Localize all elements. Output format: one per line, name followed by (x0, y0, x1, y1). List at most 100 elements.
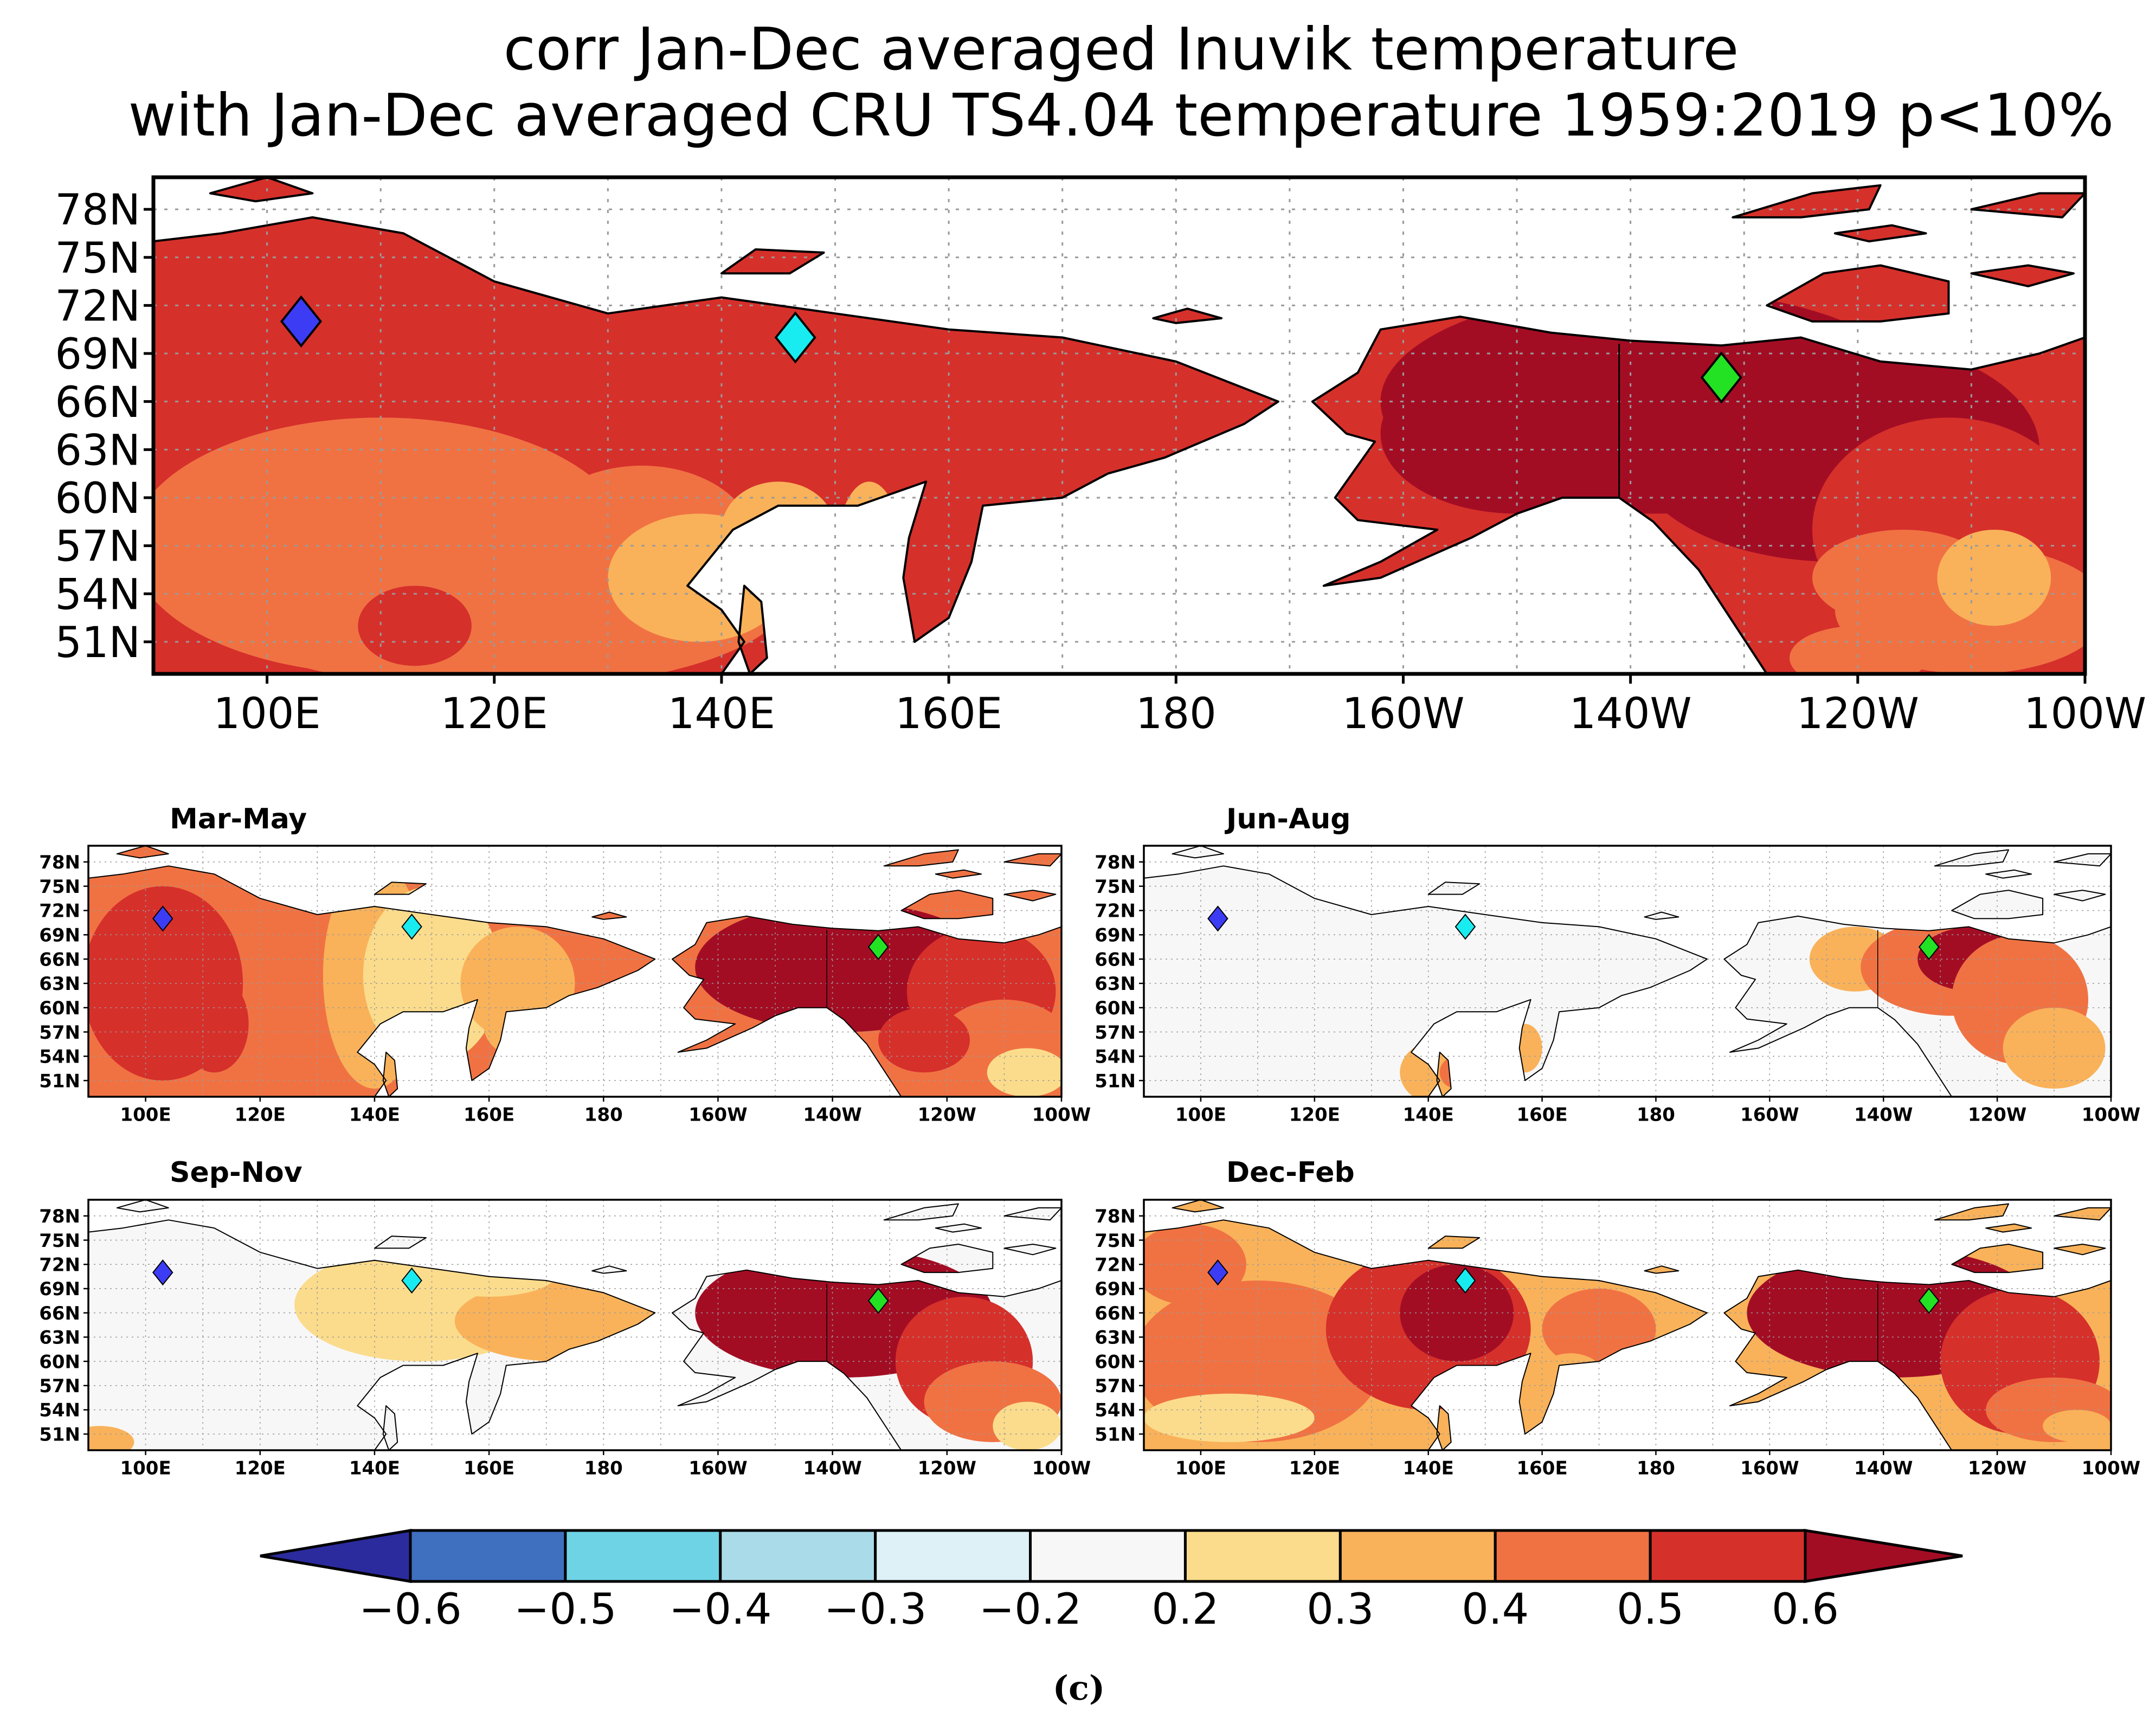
lat-tick-label: 75N (1095, 1230, 1136, 1252)
lat-tick-label: 51N (55, 619, 140, 667)
lon-tick-label: 160W (688, 1104, 747, 1126)
coastline-island (1985, 869, 2032, 879)
coastline-sakhalin (1436, 1405, 1452, 1450)
coastline-eurasia (88, 865, 656, 1097)
coastline-island (1003, 853, 1061, 867)
station-marker-cyan (1455, 914, 1476, 940)
coastline-north-america (672, 1269, 1061, 1450)
coastline-island (1172, 1200, 1224, 1213)
colorbar-tick-label: −0.5 (514, 1585, 616, 1634)
lon-tick-label: 100E (120, 1104, 171, 1126)
coastline-island (591, 911, 627, 920)
coastline-island (900, 890, 994, 919)
lat-tick-label: 69N (39, 925, 80, 947)
lon-tick-label: 100E (120, 1458, 171, 1479)
lon-tick-label: 140W (1854, 1458, 1913, 1479)
lon-tick-label: 180 (1637, 1458, 1675, 1479)
map-panel-annual: 100E 120E 140E 160E 180 160W 140W 120W 100W 78N75… (55, 175, 2146, 738)
lon-tick-label: 100W (2024, 690, 2146, 738)
coastline-island (116, 846, 169, 859)
correlation-contour (878, 1007, 970, 1073)
lat-tick-label: 63N (55, 426, 140, 475)
lat-tick-label: 72N (1095, 900, 1136, 922)
coastline-island (1951, 1244, 2044, 1273)
correlation-contour (1937, 530, 2051, 626)
coastline-island (935, 869, 982, 879)
lat-tick-label: 54N (1095, 1400, 1136, 1421)
lat-tick-label: 75N (39, 876, 80, 898)
lat-tick-label: 66N (55, 378, 140, 427)
lat-tick-label: 72N (39, 900, 80, 922)
correlation-contour (993, 1401, 1061, 1450)
lon-tick-label: 120E (1289, 1458, 1340, 1479)
lat-tick-label: 75N (55, 234, 140, 283)
station-marker-green (867, 1288, 889, 1314)
coastline-island (2054, 890, 2106, 902)
colorbar-tick-label: −0.4 (669, 1585, 771, 1634)
lon-tick-label: 120E (235, 1104, 286, 1126)
colorbar-segment (1183, 1529, 1342, 1583)
subfigure-label: (c) (1053, 1668, 1105, 1708)
panel-title-mam: Mar-May (170, 803, 307, 835)
lon-tick-label: 120W (918, 1104, 976, 1126)
lat-tick-label: 54N (1095, 1046, 1136, 1068)
coastline-island (1985, 1223, 2032, 1233)
correlation-contour (179, 975, 249, 1073)
lon-tick-label: 100E (1175, 1104, 1226, 1126)
map-frame (1143, 845, 2112, 1098)
lon-tick-label: 160E (464, 1104, 514, 1126)
coastline-island (1934, 1203, 2010, 1221)
lon-tick-label: 120W (1968, 1104, 2026, 1126)
colorbar-segment (1338, 1529, 1497, 1583)
map-frame (87, 845, 1063, 1098)
colorbar-tick-label: −0.6 (359, 1585, 461, 1634)
colorbar-segment (409, 1529, 567, 1583)
colorbar-segment (1649, 1529, 1807, 1583)
lat-tick-label: 66N (1095, 949, 1136, 970)
lat-tick-label: 51N (39, 1424, 80, 1445)
station-marker-green (867, 934, 889, 960)
grid-lines (1144, 846, 2112, 1097)
colorbar-segment (1029, 1529, 1187, 1583)
colorbar-tick-label: 0.2 (1151, 1585, 1219, 1634)
panel-title-son: Sep-Nov (170, 1156, 303, 1189)
colorbar-tick-label: −0.2 (979, 1585, 1082, 1634)
lat-tick-label: 63N (1095, 973, 1136, 995)
map-panel-sep-nov: 100E 120E 140E 160E 180 160W 140W 120W 100W 78N 75… (39, 1199, 1091, 1479)
coastline-island (900, 1244, 994, 1273)
colorbar-tick-label: 0.3 (1307, 1585, 1374, 1634)
lon-tick-label: 160W (1740, 1458, 1799, 1479)
lat-tick-label: 72N (55, 282, 140, 331)
station-marker-cyan (774, 311, 816, 364)
coastlines (88, 1200, 1061, 1450)
lon-tick-label: 140E (1403, 1458, 1454, 1479)
coastline-island (374, 1236, 427, 1249)
lon-tick-label: 140E (668, 690, 775, 738)
lat-tick-label: 78N (39, 1206, 80, 1227)
lat-tick-label: 60N (39, 998, 80, 1019)
lon-tick-label: 100E (214, 690, 321, 738)
coastline-island (883, 1203, 959, 1221)
lon-tick-label: 100W (2082, 1104, 2140, 1126)
correlation-contour (987, 1048, 1061, 1097)
colorbar: −0.6 −0.5 −0.4 −0.3 −0.2 0.2 0.3 0.4 0.5 0.6 (260, 1529, 1963, 1634)
coastline-sakhalin (382, 1051, 398, 1097)
coastline-eurasia (1144, 865, 1708, 1097)
lon-tick-label: 140E (1403, 1104, 1454, 1126)
coastline-island (720, 248, 825, 275)
title-line-1: corr Jan-Dec averaged Inuvik temperature (504, 16, 1739, 83)
lat-tick-label: 57N (39, 1022, 80, 1044)
station-marker-cyan (401, 1267, 422, 1294)
coastline-island (1427, 1236, 1481, 1249)
station-marker-blue (280, 295, 323, 348)
colorbar-tick-label: 0.6 (1772, 1585, 1839, 1634)
coastline-island (116, 1200, 169, 1213)
lon-tick-label: 120E (235, 1458, 286, 1479)
coastline-island (935, 1223, 982, 1233)
lat-tick-label: 51N (1095, 1424, 1136, 1445)
coastlines (88, 846, 1061, 1097)
correlation-contour (1380, 353, 1653, 514)
lat-tick-label: 78N (1095, 852, 1136, 873)
coastline-island (1951, 890, 2044, 919)
